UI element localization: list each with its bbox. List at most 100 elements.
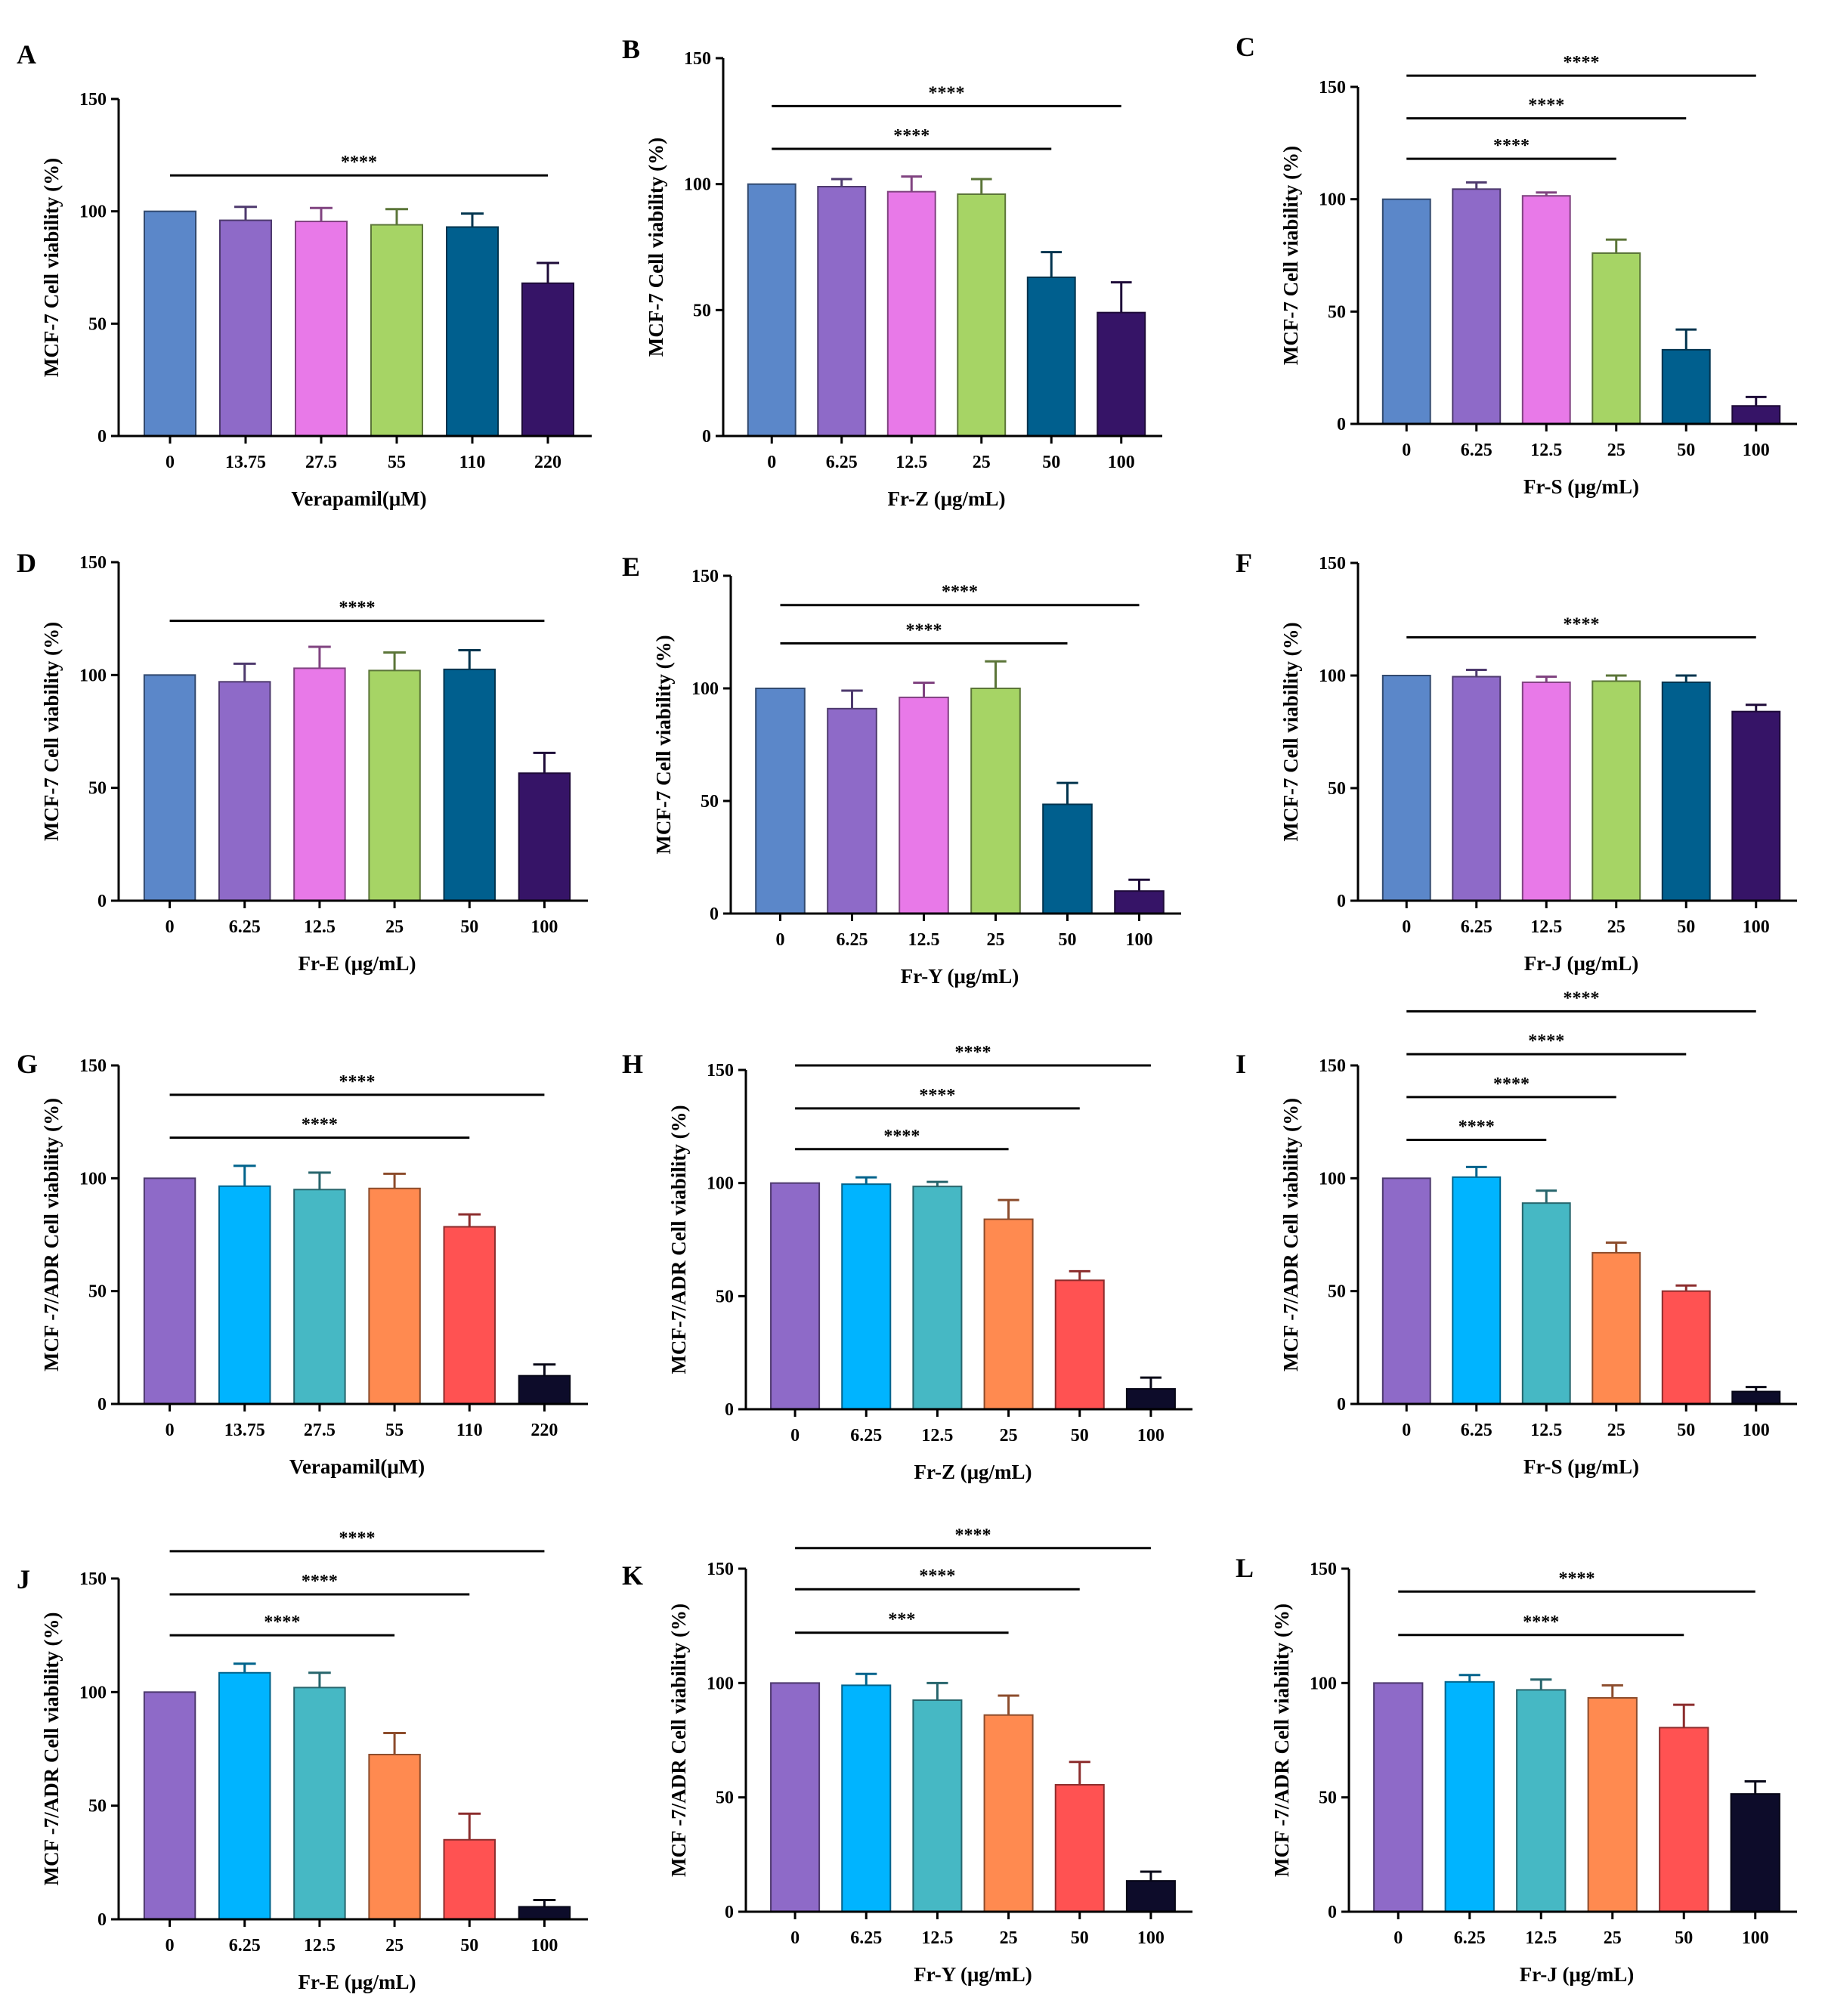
- y-tick-label: 0: [1337, 892, 1346, 911]
- x-tick-label: 50: [1677, 441, 1695, 460]
- y-tick-label: 150: [79, 1569, 107, 1589]
- x-tick-label: 12.5: [304, 917, 336, 937]
- bar: [1125, 1880, 1176, 1912]
- significance-stars: ****: [339, 1529, 376, 1548]
- panel-label: F: [1236, 548, 1252, 578]
- x-tick-label: 12.5: [921, 1426, 953, 1446]
- x-axis-title: Fr-S (μg/mL): [1523, 475, 1639, 498]
- panel-label: K: [622, 1560, 643, 1591]
- y-tick-label: 50: [88, 1797, 107, 1817]
- bar: [1042, 803, 1093, 914]
- x-tick-label: 55: [388, 453, 406, 472]
- bar: [1521, 681, 1571, 901]
- bar: [1054, 1279, 1105, 1410]
- bar: [1659, 1727, 1709, 1912]
- panel-label: E: [622, 552, 640, 582]
- x-tick-label: 25: [1604, 1928, 1622, 1948]
- bar: [218, 1671, 271, 1920]
- chart-panel-g: G 0 13.75 27.5 55 110 220 0 50 100 150 Verapamil(μM…: [17, 1049, 588, 1478]
- bar: [293, 1687, 346, 1921]
- y-axis-title: MCF -7/ADR Cell viability (%): [40, 1098, 63, 1371]
- x-tick-label: 0: [1402, 917, 1411, 937]
- significance-stars: ****: [302, 1572, 338, 1591]
- y-tick-label: 0: [97, 427, 107, 447]
- x-tick-label: 12.5: [1530, 441, 1562, 460]
- bar: [143, 674, 196, 901]
- bar: [518, 1906, 571, 1921]
- bar: [1587, 1697, 1638, 1912]
- chart-panel-l: L 0 6.25 12.5 25 50 100 0 50 100 150 Fr-J (μg/mL) MC…: [1236, 1553, 1797, 1986]
- y-tick-label: 0: [725, 1903, 734, 1922]
- significance-stars: ****: [1458, 1118, 1495, 1137]
- chart-panel-i: I 0 6.25 12.5 25 50 100 0 50 100 150 Fr-S (μg/mL) MC…: [1236, 988, 1797, 1478]
- x-axis-title: Verapamil(μM): [291, 487, 426, 510]
- y-tick-label: 100: [79, 203, 107, 222]
- x-axis-title: Fr-Z (μg/mL): [887, 487, 1005, 510]
- y-tick-label: 50: [1328, 1282, 1346, 1302]
- x-tick-label: 25: [385, 917, 404, 937]
- bar: [1125, 1388, 1176, 1411]
- bar: [370, 224, 423, 437]
- x-tick-label: 25: [987, 930, 1005, 950]
- y-tick-label: 0: [1337, 1395, 1346, 1415]
- bar: [747, 183, 797, 438]
- significance-stars: ****: [1528, 1031, 1564, 1051]
- x-tick-label: 50: [460, 1936, 478, 1956]
- x-axis-title: Fr-J (μg/mL): [1520, 1963, 1635, 1986]
- chart-panel-a: A 0 13.75 27.5 55 110 220 0 50 100 150 Verapamil(μM…: [17, 39, 592, 510]
- x-tick-label: 25: [1607, 441, 1625, 460]
- x-tick-label: 6.25: [850, 1426, 882, 1446]
- bar: [1452, 188, 1502, 425]
- significance-stars: ****: [955, 1526, 991, 1545]
- x-axis-title: Fr-S (μg/mL): [1523, 1455, 1639, 1478]
- panel-label: G: [17, 1049, 38, 1079]
- bar: [1591, 252, 1641, 425]
- x-tick-label: 13.75: [224, 1421, 265, 1440]
- significance-stars: ****: [883, 1127, 920, 1146]
- bar: [1444, 1681, 1495, 1913]
- y-tick-label: 150: [1319, 554, 1346, 574]
- panel-label: A: [17, 39, 36, 70]
- y-axis-title: MCF-7/ADR Cell viability (%): [667, 1105, 690, 1374]
- x-axis-title: Fr-E (μg/mL): [298, 1971, 416, 1993]
- x-tick-label: 0: [1393, 1928, 1403, 1948]
- y-tick-label: 100: [707, 1674, 734, 1693]
- y-tick-label: 150: [1319, 78, 1346, 97]
- y-tick-label: 150: [79, 90, 107, 110]
- bar: [970, 688, 1021, 914]
- x-tick-label: 6.25: [229, 917, 261, 937]
- panel-label: H: [622, 1049, 643, 1079]
- y-tick-label: 100: [79, 666, 107, 685]
- x-tick-label: 12.5: [1530, 1421, 1562, 1440]
- x-tick-label: 13.75: [225, 453, 266, 472]
- y-tick-label: 150: [707, 1560, 734, 1579]
- x-tick-label: 0: [165, 1936, 175, 1956]
- significance-stars: ****: [1528, 96, 1564, 116]
- x-tick-label: 110: [459, 453, 486, 472]
- x-tick-label: 6.25: [229, 1936, 261, 1956]
- y-axis-title: MCF-7 Cell viability (%): [1279, 622, 1302, 841]
- x-tick-label: 220: [534, 453, 561, 472]
- y-tick-label: 150: [691, 567, 719, 586]
- bar: [1731, 1390, 1781, 1405]
- y-tick-label: 50: [693, 301, 711, 320]
- bar: [1373, 1682, 1424, 1912]
- significance-stars: ***: [888, 1610, 915, 1630]
- y-tick-label: 0: [702, 427, 711, 447]
- x-tick-label: 220: [530, 1421, 558, 1440]
- bar: [518, 772, 571, 902]
- y-tick-label: 0: [1328, 1903, 1337, 1922]
- x-tick-label: 27.5: [305, 453, 337, 472]
- bar: [295, 221, 348, 437]
- bar: [770, 1682, 821, 1912]
- chart-panel-b: B 0 6.25 12.5 25 50 100 0 50 100 150 Fr-Z (μg/mL) MC…: [622, 34, 1162, 510]
- y-tick-label: 50: [1328, 302, 1346, 322]
- y-tick-label: 50: [1319, 1789, 1337, 1808]
- significance-stars: ****: [1493, 136, 1530, 156]
- x-tick-label: 25: [1000, 1426, 1018, 1446]
- bar: [1661, 681, 1711, 901]
- y-tick-label: 100: [1319, 1169, 1346, 1189]
- x-tick-label: 0: [767, 453, 776, 472]
- y-axis-title: MCF -7/ADR Cell viability (%): [667, 1603, 690, 1877]
